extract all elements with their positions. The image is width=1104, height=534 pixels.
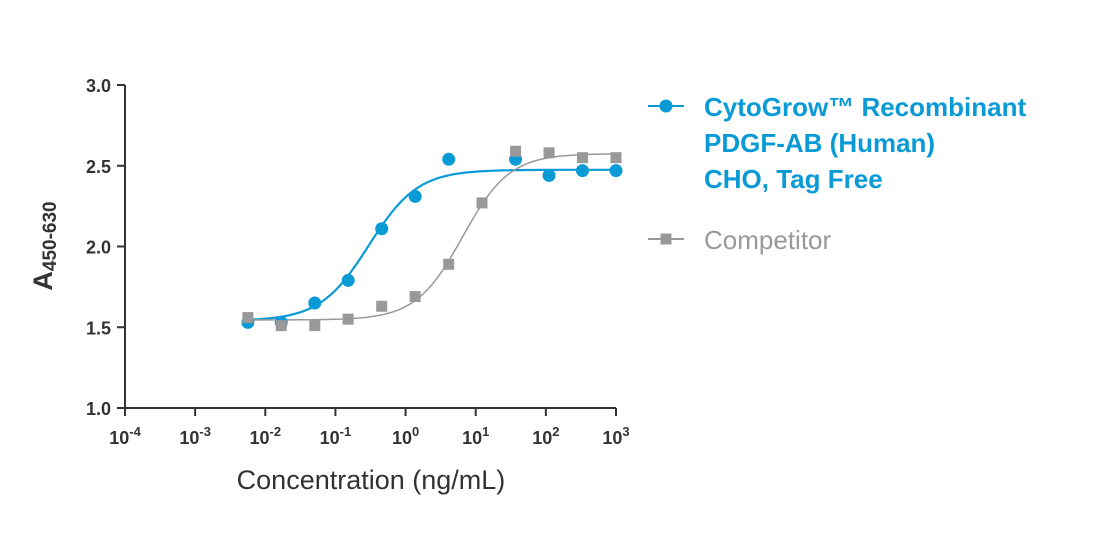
svg-text:A450-630: A450-630 xyxy=(28,201,61,290)
fit-curve-cytogrow xyxy=(247,168,616,321)
y-tick-label: 2.5 xyxy=(86,157,111,177)
data-point-square xyxy=(443,258,455,270)
fit-curve-competitor xyxy=(247,153,616,321)
data-point-square xyxy=(543,147,555,159)
y-tick-label: 1.0 xyxy=(86,399,111,419)
data-point-square xyxy=(510,145,522,157)
y-tick-label: 3.0 xyxy=(86,76,111,96)
data-points xyxy=(241,145,623,332)
data-point-square xyxy=(309,320,321,332)
legend-label: CHO, Tag Free xyxy=(704,164,883,194)
data-point-square xyxy=(577,152,589,164)
axes: 1.0 1.5 2.0 2.5 3.0 10-4 10-3 10-2 10-1 100 101 102… xyxy=(86,76,630,448)
data-point-square xyxy=(409,291,421,303)
data-point-square xyxy=(342,313,354,325)
y-tick-label: 1.5 xyxy=(86,318,111,338)
legend-label: Competitor xyxy=(704,225,831,255)
x-tick-label: 103 xyxy=(602,424,629,448)
data-point-circle xyxy=(308,296,322,310)
data-point-circle xyxy=(408,189,422,203)
x-tick-label: 100 xyxy=(392,424,419,448)
x-axis-label: Concentration (ng/mL) xyxy=(237,465,506,495)
x-tick-label: 10-1 xyxy=(320,424,352,448)
data-point-circle xyxy=(576,164,590,178)
data-point-square xyxy=(275,320,287,332)
legend-marker-square xyxy=(660,233,672,245)
data-point-square xyxy=(242,312,254,324)
y-axis-label-sub: 450-630 xyxy=(40,201,61,271)
data-point-square xyxy=(476,197,488,209)
x-tick-label: 101 xyxy=(462,424,489,448)
legend-label: CytoGrow™ Recombinant xyxy=(704,92,1026,122)
y-tick-label: 2.0 xyxy=(86,238,111,258)
legend-label: PDGF-AB (Human) xyxy=(704,128,935,158)
data-point-circle xyxy=(542,168,556,182)
x-tick-label: 10-4 xyxy=(109,424,141,448)
data-point-square xyxy=(610,152,622,164)
data-point-circle xyxy=(375,222,389,236)
data-point-circle xyxy=(341,273,355,287)
x-tick-label: 102 xyxy=(532,424,559,448)
fit-curves xyxy=(247,153,616,321)
x-tick-label: 10-3 xyxy=(179,424,211,448)
data-point-square xyxy=(376,300,388,312)
data-point-circle xyxy=(442,152,456,166)
y-axis-label: A450-630 xyxy=(28,201,61,290)
legend: CytoGrow™ Recombinant PDGF-AB (Human) CHO,… xyxy=(648,92,1026,255)
x-tick-label: 10-2 xyxy=(249,424,281,448)
data-point-circle xyxy=(609,164,623,178)
y-axis-label-main: A xyxy=(28,271,58,291)
legend-marker-circle xyxy=(659,99,673,113)
